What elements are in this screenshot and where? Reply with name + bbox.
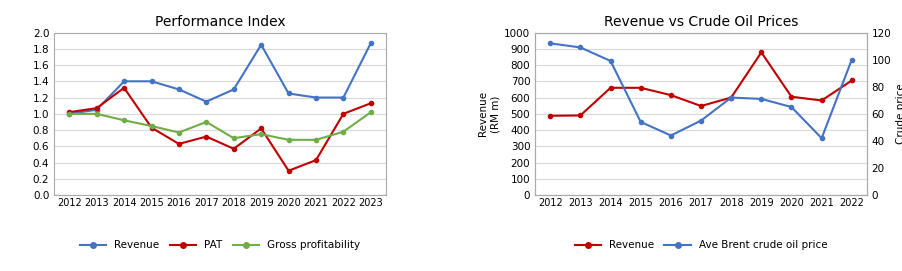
Legend: Revenue, Ave Brent crude oil price: Revenue, Ave Brent crude oil price: [570, 236, 831, 254]
Title: Revenue vs Crude Oil Prices: Revenue vs Crude Oil Prices: [603, 15, 797, 28]
Legend: Revenue, PAT, Gross profitability: Revenue, PAT, Gross profitability: [76, 236, 364, 254]
Y-axis label: Crude price
(USD per
barrel): Crude price (USD per barrel): [895, 83, 902, 144]
Title: Performance Index: Performance Index: [154, 15, 285, 28]
Y-axis label: Revenue
(RM m): Revenue (RM m): [477, 91, 500, 136]
